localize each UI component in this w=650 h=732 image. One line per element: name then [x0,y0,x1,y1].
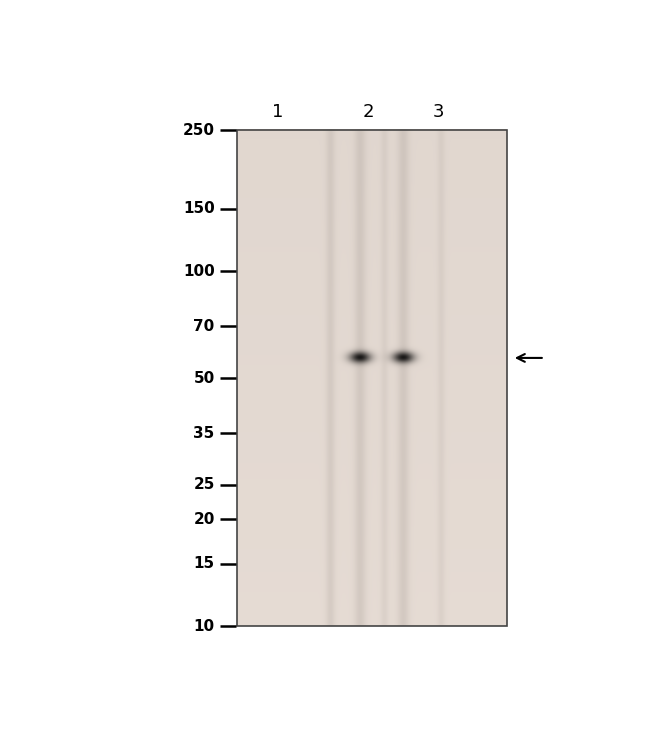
Text: 50: 50 [194,370,214,386]
Text: 25: 25 [193,477,214,493]
Text: 20: 20 [193,512,214,527]
Text: 150: 150 [183,201,214,217]
Text: 100: 100 [183,264,214,279]
Text: 15: 15 [194,556,214,571]
Text: 35: 35 [194,425,214,441]
Text: 250: 250 [183,123,214,138]
Text: 1: 1 [272,102,283,121]
Text: 70: 70 [194,318,214,334]
Text: 2: 2 [363,102,374,121]
Text: 3: 3 [433,102,445,121]
Bar [237,130,507,626]
Text: 10: 10 [194,619,214,634]
